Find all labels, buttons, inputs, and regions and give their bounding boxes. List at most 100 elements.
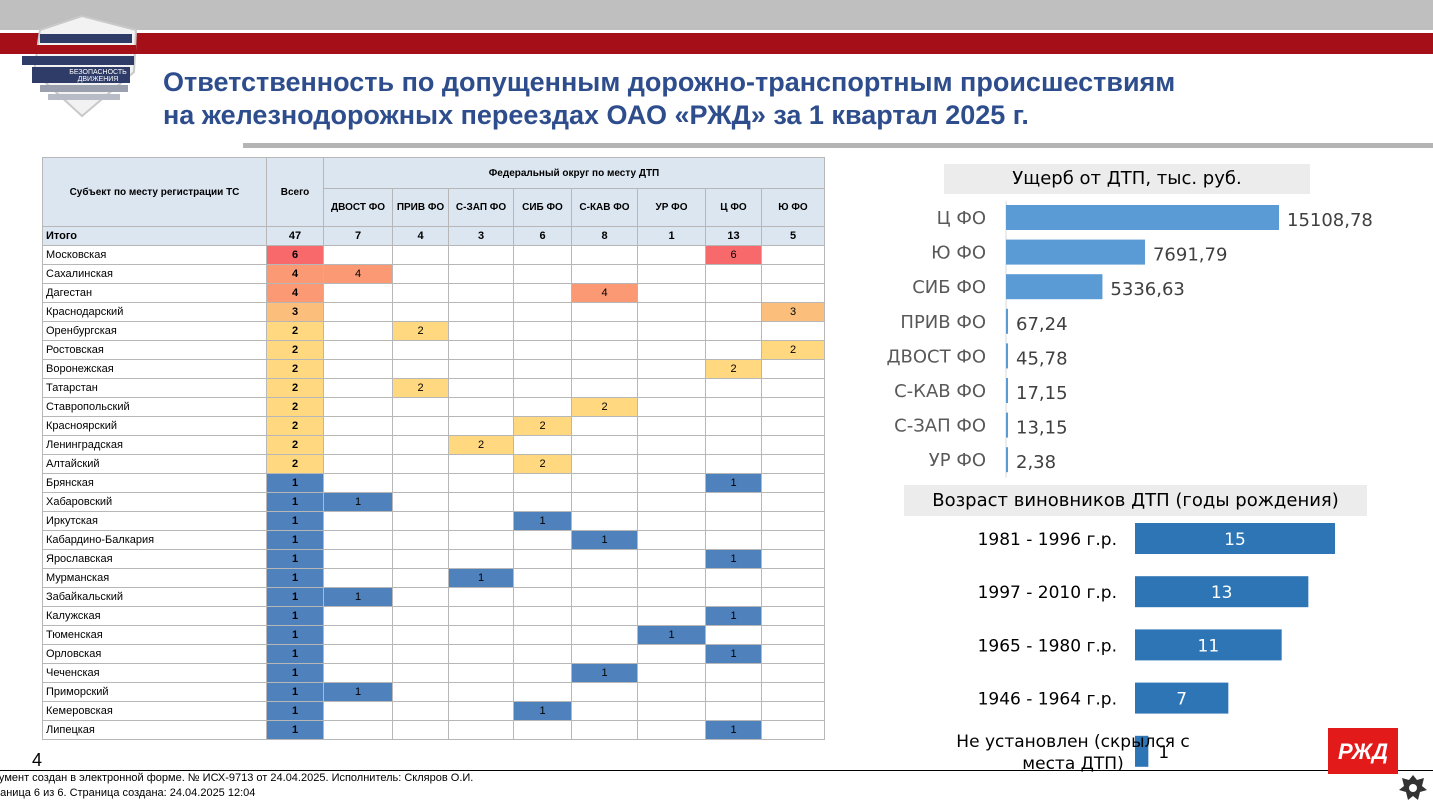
damage-value-label: 13,15 [1016, 418, 1068, 439]
table-row: Чеченская 1 1 [42, 663, 825, 683]
total-district: 4 [392, 226, 449, 246]
table-row: Воронежская 2 2 [42, 359, 825, 379]
page-number: 4 [32, 750, 43, 770]
age-category-label: 1997 - 2010 г.р. [978, 583, 1117, 603]
damage-category-label: УР ФО [929, 450, 986, 471]
table-row: Орловская 1 1 [42, 644, 825, 664]
total-district: 6 [513, 226, 572, 246]
table-row: Приморский 1 1 [42, 682, 825, 702]
header-district: С-КАВ ФО [571, 188, 638, 227]
age-value-label: 13 [1211, 583, 1233, 603]
damage-value-label: 67,24 [1016, 314, 1068, 335]
page-title: Ответственность по допущенным дорожно-тр… [163, 66, 1175, 132]
footer-divider [0, 770, 1433, 771]
table-row: Хабаровский 1 1 [42, 492, 825, 512]
age-bar [1135, 576, 1309, 608]
responsibility-table: Субъект по месту регистрации ТС Всего Фе… [42, 157, 825, 740]
damage-category-label: Ц ФО [937, 208, 986, 229]
total-district: 5 [761, 226, 825, 246]
damage-bar [1006, 308, 1008, 334]
table-row: Красноярский 2 2 [42, 416, 825, 436]
region-name: Чеченская [42, 663, 267, 683]
region-total: 1 [266, 568, 324, 588]
damage-bar [1006, 343, 1008, 369]
damage-category-label: ДВОСТ ФО [886, 346, 986, 367]
header-district: Ц ФО [705, 188, 762, 227]
region-district-value: 1 [513, 511, 572, 531]
region-name: Ярославская [42, 549, 267, 569]
age-bar [1135, 682, 1229, 714]
region-total: 2 [266, 359, 324, 379]
region-district-value: 2 [448, 435, 514, 455]
table-row: Забайкальский 1 1 [42, 587, 825, 607]
region-total: 2 [266, 435, 324, 455]
table-row: Мурманская 1 1 [42, 568, 825, 588]
damage-value-label: 45,78 [1016, 348, 1068, 369]
age-value-label: 7 [1176, 690, 1187, 710]
empty-cell [761, 720, 825, 740]
header-subject: Субъект по месту регистрации ТС [42, 157, 267, 227]
header-district: ДВОСТ ФО [323, 188, 393, 227]
region-name: Кабардино-Балкария [42, 530, 267, 550]
damage-bar [1006, 205, 1279, 230]
footer-page-info: раница 6 из 6. Страница создана: 24.04.2… [0, 787, 256, 799]
total-district: 3 [448, 226, 514, 246]
region-district-value: 4 [323, 264, 393, 284]
table-row: Алтайский 2 2 [42, 454, 825, 474]
region-name: Воронежская [42, 359, 267, 379]
region-name: Татарстан [42, 378, 267, 398]
region-total: 1 [266, 511, 324, 531]
region-district-value: 2 [761, 340, 825, 360]
age-bar [1135, 629, 1282, 661]
logo-text-1: БЕЗОПАСНОСТЬ [69, 69, 127, 76]
region-district-value: 2 [513, 454, 572, 474]
damage-value-label: 2,38 [1016, 452, 1056, 473]
region-total: 1 [266, 530, 324, 550]
region-name: Забайкальский [42, 587, 267, 607]
region-name: Хабаровский [42, 492, 267, 512]
safety-logo: БЕЗОПАСНОСТЬ ДВИЖЕНИЯ [16, 14, 138, 118]
region-total: 1 [266, 720, 324, 740]
damage-bar [1006, 239, 1145, 265]
damage-category-label: С-ЗАП ФО [894, 416, 986, 437]
region-district-value: 1 [705, 720, 762, 740]
region-district-value: 2 [571, 397, 638, 417]
age-category-label: 1981 - 1996 г.р. [978, 530, 1117, 550]
region-total: 2 [266, 340, 324, 360]
table-row: Ростовская 2 2 [42, 340, 825, 360]
damage-value-label: 17,15 [1016, 383, 1068, 404]
region-total: 2 [266, 321, 324, 341]
top-gray-band [0, 0, 1433, 30]
damage-category-label: Ю ФО [931, 243, 986, 264]
region-name: Московская [42, 245, 267, 265]
region-district-value: 2 [392, 378, 449, 398]
coat-of-arms-icon [1399, 775, 1427, 800]
top-red-band [0, 33, 1433, 54]
age-category-label: 1965 - 1980 г.р. [978, 636, 1117, 656]
region-district-value: 1 [448, 568, 514, 588]
region-total: 1 [266, 587, 324, 607]
footer-doc-info: кумент создан в электронной форме. № ИСХ… [0, 772, 474, 784]
region-name: Кемеровская [42, 701, 267, 721]
header-district: Ю ФО [761, 188, 825, 227]
age-value-label: 15 [1224, 530, 1246, 550]
table-row: Дагестан 4 4 [42, 283, 825, 303]
damage-value-label: 15108,78 [1287, 210, 1373, 231]
total-row: Итого 47 7 4 3 6 8 1 13 5 [42, 226, 825, 246]
damage-value-label: 7691,79 [1153, 245, 1227, 266]
header-district: УР ФО [637, 188, 706, 227]
table-row: Кабардино-Балкария 1 1 [42, 530, 825, 550]
damage-bar [1006, 447, 1008, 473]
total-district: 7 [323, 226, 393, 246]
table-row: Московская 6 6 [42, 245, 825, 265]
title-underline [243, 143, 1433, 148]
damage-bar [1006, 412, 1008, 438]
title-line-1: Ответственность по допущенным дорожно-тр… [163, 67, 1176, 97]
table-row: Кемеровская 1 1 [42, 701, 825, 721]
age-category-label: места ДТП) [1022, 754, 1123, 774]
region-district-value: 2 [392, 321, 449, 341]
age-category-label: 1946 - 1964 г.р. [978, 690, 1117, 710]
region-name: Краснодарский [42, 302, 267, 322]
